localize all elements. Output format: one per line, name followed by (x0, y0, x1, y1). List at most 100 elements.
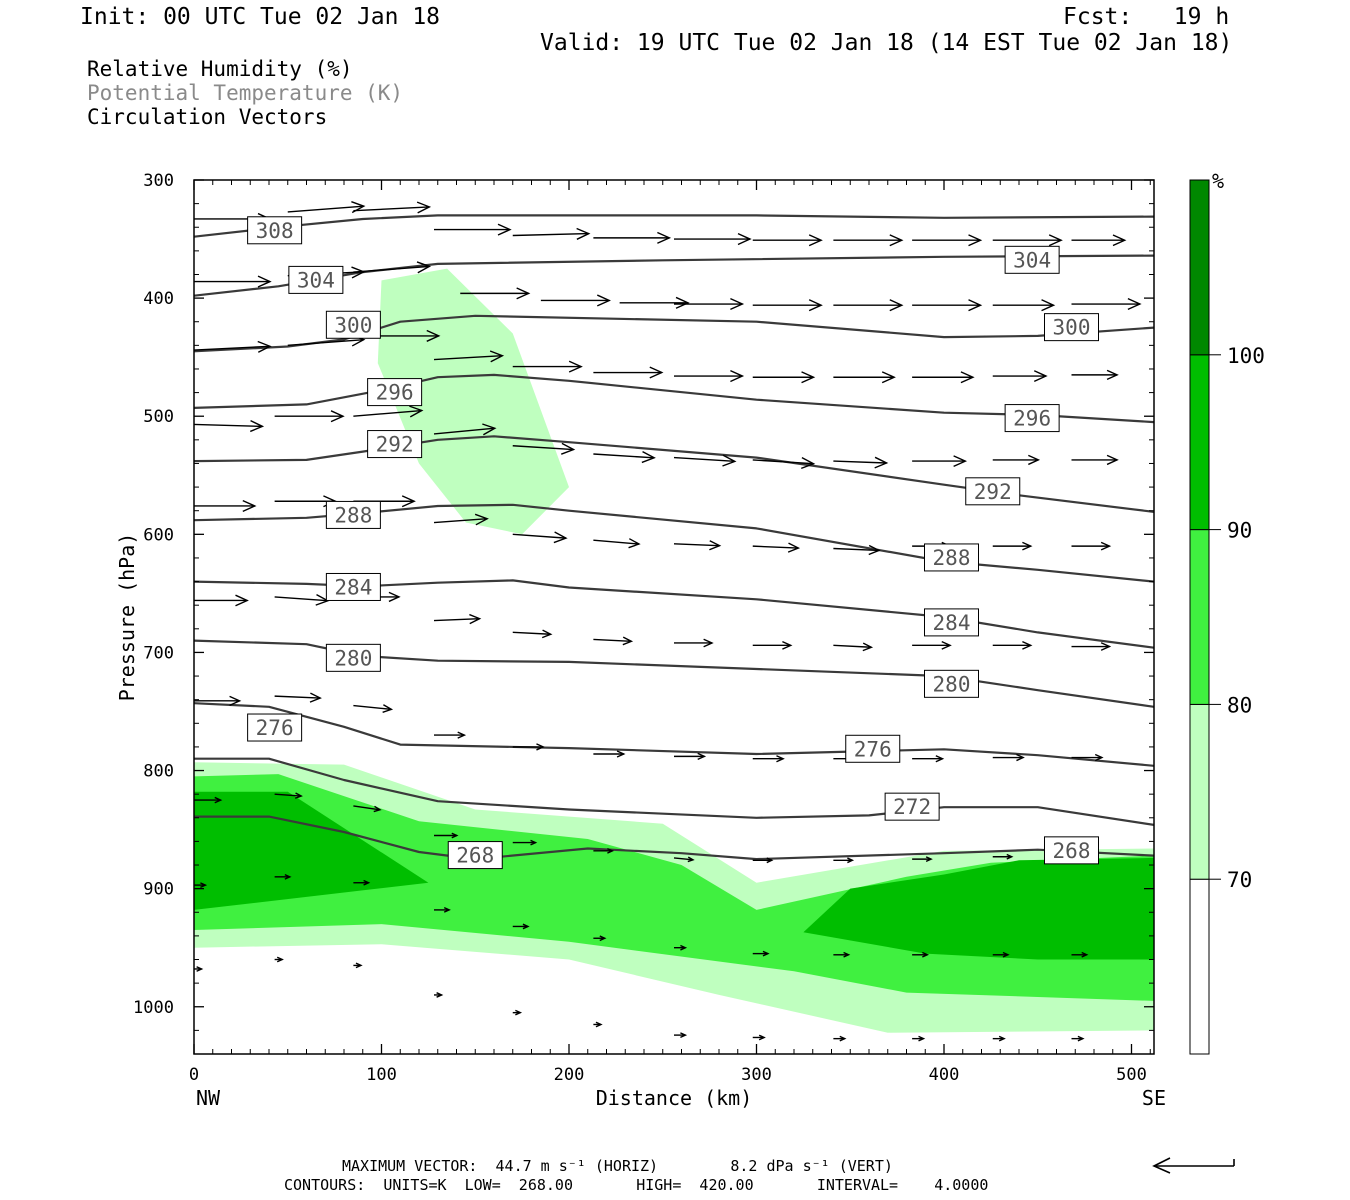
circulation-vector (833, 544, 881, 556)
circulation-vector (912, 234, 983, 247)
svg-text:276: 276 (854, 737, 892, 761)
forecast-hour: Fcst: 19 h (1063, 4, 1230, 30)
circulation-vector (752, 234, 823, 247)
circulation-vector (593, 1021, 603, 1028)
circulation-vector (593, 366, 664, 379)
circulation-vector (833, 857, 855, 864)
circulation-vector (274, 956, 284, 963)
x-right-end-label: SE (1142, 1086, 1166, 1110)
circulation-vector (353, 879, 371, 886)
footer-max-vector: MAXIMUM VECTOR: 44.7 m s⁻¹ (HORIZ) 8.2 d… (342, 1157, 893, 1175)
svg-text:280: 280 (334, 646, 372, 670)
circulation-vector (433, 513, 489, 526)
theta-contour-268 (194, 815, 1154, 861)
circulation-vector (593, 750, 626, 758)
contour-label-268: 268 (1044, 836, 1099, 865)
circulation-vector (912, 371, 975, 384)
y-tick-label: 500 (143, 407, 174, 427)
circulation-vector (512, 227, 591, 240)
circulation-vector (992, 299, 1056, 312)
svg-text:284: 284 (933, 611, 971, 635)
legend-vectors: Circulation Vectors (87, 105, 328, 129)
y-tick-label: 400 (143, 289, 174, 309)
circulation-vector (752, 755, 785, 763)
circulation-vector (353, 704, 394, 713)
circulation-vector (274, 873, 292, 880)
y-axis-label: Pressure (hPa) (115, 533, 139, 702)
contour-label-288: 288 (325, 500, 381, 529)
circulation-vector (752, 371, 816, 384)
circulation-vector (992, 640, 1033, 650)
y-tick-label: 300 (143, 171, 174, 191)
circulation-vector (194, 966, 204, 972)
circulation-vector (353, 405, 424, 418)
circulation-vector (1071, 454, 1119, 466)
circulation-vector (353, 805, 382, 813)
circulation-vector (992, 951, 1010, 958)
valid-time: Valid: 19 UTC Tue 02 Jan 18 (14 EST Tue … (540, 30, 1233, 56)
circulation-vector (460, 287, 531, 300)
circulation-vector (593, 451, 656, 464)
contour-label-276: 276 (845, 734, 901, 763)
circulation-vector (674, 233, 752, 246)
circulation-vector (287, 201, 366, 214)
circulation-vector (674, 944, 688, 951)
contour-label-300: 300 (325, 310, 381, 339)
svg-text:288: 288 (334, 503, 372, 527)
circulation-vector (992, 853, 1014, 860)
x-tick-label: 400 (929, 1065, 960, 1085)
theta-contour-276 (194, 702, 1154, 767)
circulation-vector (353, 201, 432, 214)
circulation-vector (194, 275, 272, 288)
svg-text:280: 280 (933, 672, 971, 696)
circulation-vector (833, 234, 904, 247)
y-tick-label: 700 (143, 643, 174, 663)
circulation-vector (833, 951, 851, 958)
plot-frame (193, 179, 1155, 1055)
circulation-vector (674, 370, 745, 383)
circulation-vector (752, 857, 774, 864)
rh-region-90 (194, 791, 429, 910)
contour-label-296: 296 (367, 378, 423, 407)
svg-text:304: 304 (297, 268, 335, 292)
circulation-vector (512, 629, 553, 639)
circulation-vector (912, 755, 945, 763)
theta-contour-296 (194, 373, 1154, 424)
circulation-vector (194, 499, 257, 513)
x-tick-label: 300 (741, 1065, 772, 1085)
svg-text:300: 300 (334, 313, 372, 337)
theta-contour-304 (194, 254, 1154, 297)
x-axis-label: Distance (km) (596, 1086, 753, 1110)
circulation-vector (752, 456, 816, 470)
circulation-vector (434, 731, 467, 739)
circulation-vector (752, 299, 823, 312)
svg-text:284: 284 (334, 575, 372, 599)
circulation-vector (512, 1009, 523, 1016)
circulation-vector (512, 923, 530, 930)
theta-contour-280 (194, 639, 1154, 708)
circulation-vector (992, 454, 1041, 466)
circulation-vector (274, 792, 303, 799)
svg-text:276: 276 (256, 716, 294, 740)
svg-text:292: 292 (376, 433, 414, 457)
colorbar-label: 80 (1227, 693, 1252, 717)
x-tick-label: 100 (366, 1065, 397, 1085)
circulation-vector (1071, 753, 1104, 762)
circulation-vector (353, 261, 432, 274)
circulation-vector (512, 743, 545, 751)
circulation-vector (434, 992, 444, 998)
circulation-vector (512, 531, 568, 544)
circulation-vector (752, 1034, 766, 1041)
circulation-vector (593, 935, 607, 942)
legend-theta: Potential Temperature (K) (87, 81, 404, 105)
circulation-vector (194, 882, 208, 888)
contour-label-308: 308 (247, 216, 303, 245)
x-left-end-label: NW (196, 1086, 221, 1110)
circulation-vector (674, 1032, 688, 1038)
circulation-vector (752, 542, 801, 553)
circulation-vector (833, 299, 904, 312)
contour-label-280: 280 (924, 669, 979, 698)
svg-text:268: 268 (1053, 839, 1091, 863)
circulation-vector (833, 371, 896, 384)
cross-section-chart: 308 304 300 296 292 288 284 280 276 272 268 304 300 2… (115, 169, 1265, 1110)
